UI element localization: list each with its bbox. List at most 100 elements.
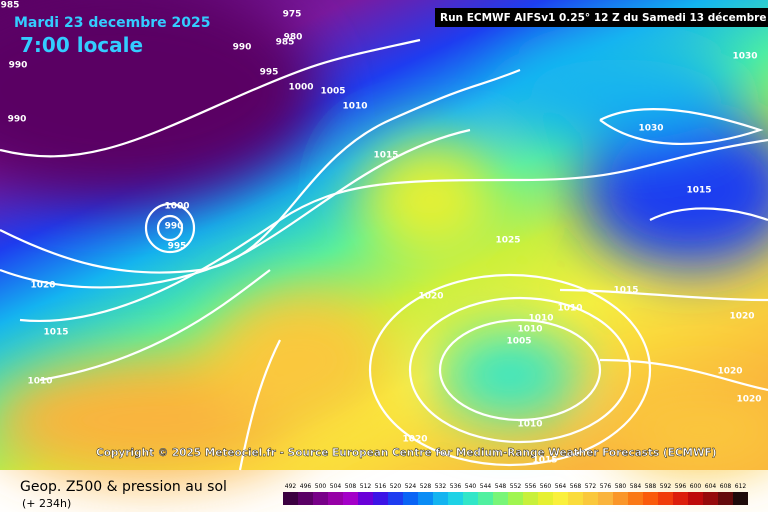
- isobar-label: 985: [1, 1, 20, 11]
- footer-title: Geop. Z500 & pression au sol: [20, 479, 227, 495]
- isobar-label: 1015: [43, 328, 68, 338]
- legend-level: 600: [690, 483, 702, 490]
- legend-swatch: [613, 492, 628, 505]
- isobar-label: 990: [9, 61, 28, 71]
- legend-level: 496: [300, 483, 312, 490]
- legend-level: 552: [510, 483, 522, 490]
- legend-swatch: [508, 492, 523, 505]
- legend-swatch: [658, 492, 673, 505]
- legend-level: 536: [450, 483, 462, 490]
- forecast-date: Mardi 23 decembre 2025: [14, 15, 211, 31]
- legend-level: 500: [315, 483, 327, 490]
- legend-level: 532: [435, 483, 447, 490]
- isobar-label: 985: [276, 38, 295, 48]
- isobar-label: 1020: [729, 312, 754, 322]
- legend-level: 508: [345, 483, 357, 490]
- isobar-label: 1015: [532, 456, 557, 466]
- isobar-label: 1010: [342, 102, 367, 112]
- isobar-label: 1020: [402, 435, 427, 445]
- legend-swatch: [343, 492, 358, 505]
- isobar-label: 1005: [320, 87, 345, 97]
- isobar-label: 1005: [506, 337, 531, 347]
- legend-swatch: [403, 492, 418, 505]
- legend-level: 540: [465, 483, 477, 490]
- isobar-label: 1020: [736, 395, 761, 405]
- legend-level: 592: [660, 483, 672, 490]
- isobar-label: 990: [233, 43, 252, 53]
- legend-level: 520: [390, 483, 402, 490]
- legend-swatch: [388, 492, 403, 505]
- footer-lead: (+ 234h): [22, 497, 71, 510]
- legend-swatch: [673, 492, 688, 505]
- legend-swatch: [523, 492, 538, 505]
- legend-level: 604: [705, 483, 717, 490]
- run-info: Run ECMWF AIFSv1 0.25° 12 Z du Samedi 13…: [440, 12, 768, 24]
- legend-level: 608: [720, 483, 732, 490]
- legend-swatch: [718, 492, 733, 505]
- isobar-label: 1020: [717, 367, 742, 377]
- legend-level: 556: [525, 483, 537, 490]
- legend-level: 576: [600, 483, 612, 490]
- isobar-label: 1010: [557, 304, 582, 314]
- legend-swatch: [703, 492, 718, 505]
- legend-swatch: [583, 492, 598, 505]
- copyright: Copyright © 2025 Meteociel.fr - Source E…: [96, 447, 717, 459]
- legend-swatch: [328, 492, 343, 505]
- legend-level: 560: [540, 483, 552, 490]
- legend-swatch: [283, 492, 298, 505]
- fields: [0, 0, 768, 480]
- legend-level: 580: [615, 483, 627, 490]
- isobar-label: 1025: [495, 236, 520, 246]
- legend-level: 596: [675, 483, 687, 490]
- legend-swatch: [298, 492, 313, 505]
- legend-swatch: [538, 492, 553, 505]
- legend-swatch: [463, 492, 478, 505]
- legend-swatch: [553, 492, 568, 505]
- isobar-label: 990: [165, 222, 184, 232]
- legend-level: 548: [495, 483, 507, 490]
- isobar-label: 1020: [418, 292, 443, 302]
- isobar-label: 1030: [638, 124, 663, 134]
- isobar-label: 975: [283, 10, 302, 20]
- legend-level: 568: [570, 483, 582, 490]
- isobar-label: 995: [168, 242, 187, 252]
- legend-swatch: [688, 492, 703, 505]
- legend-level: 492: [285, 483, 297, 490]
- legend-swatch: [373, 492, 388, 505]
- legend-swatch: [448, 492, 463, 505]
- legend-swatch: [568, 492, 583, 505]
- isobar-label: 1015: [373, 151, 398, 161]
- legend-level: 612: [735, 483, 747, 490]
- isobar-label: 990: [8, 115, 27, 125]
- isobars: [0, 38, 768, 471]
- legend-swatch: [598, 492, 613, 505]
- legend-level: 524: [405, 483, 417, 490]
- legend-swatch: [733, 492, 748, 505]
- isobar-label: 1010: [27, 377, 52, 387]
- legend-swatch: [418, 492, 433, 505]
- isobar-label: 980: [284, 33, 303, 43]
- legend-level: 544: [480, 483, 492, 490]
- isobar-label: 1000: [164, 202, 189, 212]
- isobar-label: 1010: [517, 420, 542, 430]
- isobar-label: 1000: [288, 83, 313, 93]
- legend-swatch: [433, 492, 448, 505]
- legend-swatch: [478, 492, 493, 505]
- legend-level: 504: [330, 483, 342, 490]
- legend-level: 572: [585, 483, 597, 490]
- isobar-label: 1015: [686, 186, 711, 196]
- isobar-label: 1015: [613, 286, 638, 296]
- isobar-label: 995: [260, 68, 279, 78]
- isobar-label: 1010: [528, 314, 553, 324]
- legend-swatch: [493, 492, 508, 505]
- legend-swatch: [628, 492, 643, 505]
- legend-swatch: [313, 492, 328, 505]
- legend-swatch: [643, 492, 658, 505]
- legend-level: 588: [645, 483, 657, 490]
- legend-level: 516: [375, 483, 387, 490]
- run-box: [435, 8, 768, 27]
- legend-level: 528: [420, 483, 432, 490]
- legend-level: 512: [360, 483, 372, 490]
